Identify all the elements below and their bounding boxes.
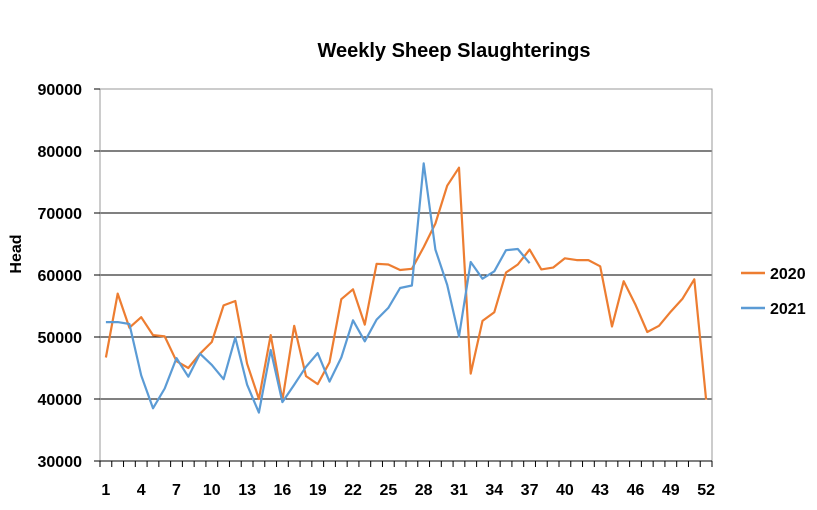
series-line-2021 — [105, 162, 531, 414]
y-tick-label: 80000 — [38, 144, 83, 161]
x-tick-label: 28 — [415, 482, 433, 499]
x-tick-label: 10 — [203, 482, 221, 499]
y-tick-label: 60000 — [38, 268, 83, 285]
y-axis-label: Head — [8, 234, 25, 273]
x-tick-label: 40 — [556, 482, 574, 499]
x-tick-label: 7 — [172, 482, 181, 499]
legend-label-2021: 2021 — [770, 301, 806, 318]
x-tick-label: 1 — [101, 482, 110, 499]
y-tick-label: 90000 — [38, 82, 83, 99]
x-tick-label: 34 — [485, 482, 503, 499]
x-tick-label: 16 — [274, 482, 292, 499]
series-line-2020 — [104, 166, 708, 402]
x-tick-label: 43 — [591, 482, 609, 499]
x-tick-label: 25 — [379, 482, 397, 499]
y-tick-label: 50000 — [38, 330, 83, 347]
x-axis-ticks: 1 4 7 10 13 16 19 22 25 28 31 34 37 40 43 46 49 52 — [99, 461, 715, 499]
y-tick-label: 30000 — [38, 454, 83, 471]
gridlines — [100, 88, 712, 400]
legend-label-2020: 2020 — [770, 266, 806, 283]
series-lines — [104, 162, 708, 414]
x-tick-label: 46 — [627, 482, 645, 499]
chart-title: Weekly Sheep Slaughterings — [317, 40, 590, 62]
x-tick-label: 13 — [238, 482, 256, 499]
x-tick-label: 4 — [137, 482, 146, 499]
x-tick-label: 37 — [521, 482, 539, 499]
y-tick-label: 40000 — [38, 392, 83, 409]
legend: 2020 2021 — [741, 266, 806, 318]
x-tick-label: 19 — [309, 482, 327, 499]
x-tick-label: 31 — [450, 482, 468, 499]
y-axis-ticks: 30000 40000 50000 60000 70000 80000 90000 — [38, 82, 100, 471]
x-tick-label: 49 — [662, 482, 680, 499]
x-tick-label: 22 — [344, 482, 362, 499]
x-tick-label: 52 — [697, 482, 715, 499]
y-tick-label: 70000 — [38, 206, 83, 223]
